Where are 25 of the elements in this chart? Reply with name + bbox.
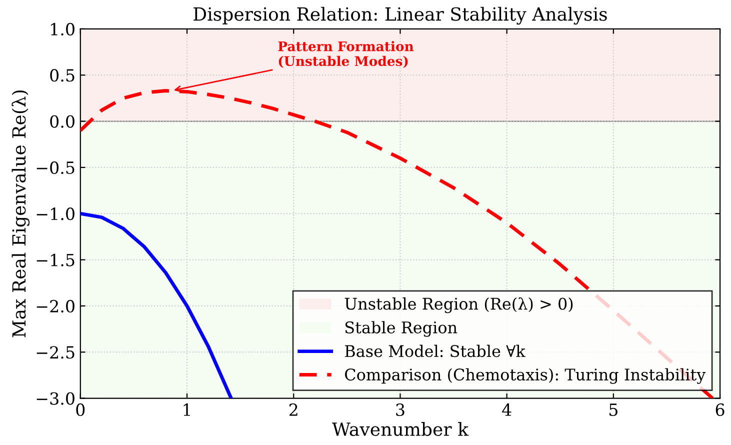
- y-tick-label: 0.0: [50, 115, 74, 128]
- x-tick-label: 3: [396, 403, 404, 416]
- y-tick-label: 0.5: [50, 69, 74, 82]
- x-tick-label: 5: [610, 404, 618, 416]
- legend-label: Base Model: Stable ∀k: [344, 344, 526, 358]
- x-tick-label: 6: [716, 403, 724, 416]
- legend-label: Unstable Region (Re(λ) > 0): [344, 297, 573, 314]
- band-label: Stable Region: [345, 321, 458, 337]
- line-series: [80, 212, 233, 398]
- x-tick-label: 4: [502, 403, 512, 416]
- y-tick-label: −0.5: [36, 161, 74, 174]
- y-tick-label: −1.0: [36, 208, 74, 220]
- y-tick-label: −2.0: [36, 300, 74, 313]
- y-axis-title: Max Real Eigenvalue Re(λ): [12, 90, 30, 338]
- annotation: Pattern Formation (Unstable Modes): [278, 41, 414, 68]
- y-tick-label: −1.5: [36, 254, 74, 266]
- y-tick-label: 1.0: [51, 22, 74, 36]
- x-tick-label: 1: [184, 403, 190, 416]
- legend-label: Comparison (Chemotaxis): Turing Instability: [345, 368, 706, 384]
- x-tick-label: 2: [289, 403, 298, 416]
- chart-title: Dispersion Relation: Linear Stability Analysis: [194, 6, 607, 25]
- y-tick-label: −3.0: [36, 392, 74, 405]
- x-tick-label: 0: [76, 403, 85, 416]
- x-axis-title: Wavenumber k: [332, 422, 469, 436]
- y-tick-label: −2.5: [36, 346, 74, 359]
